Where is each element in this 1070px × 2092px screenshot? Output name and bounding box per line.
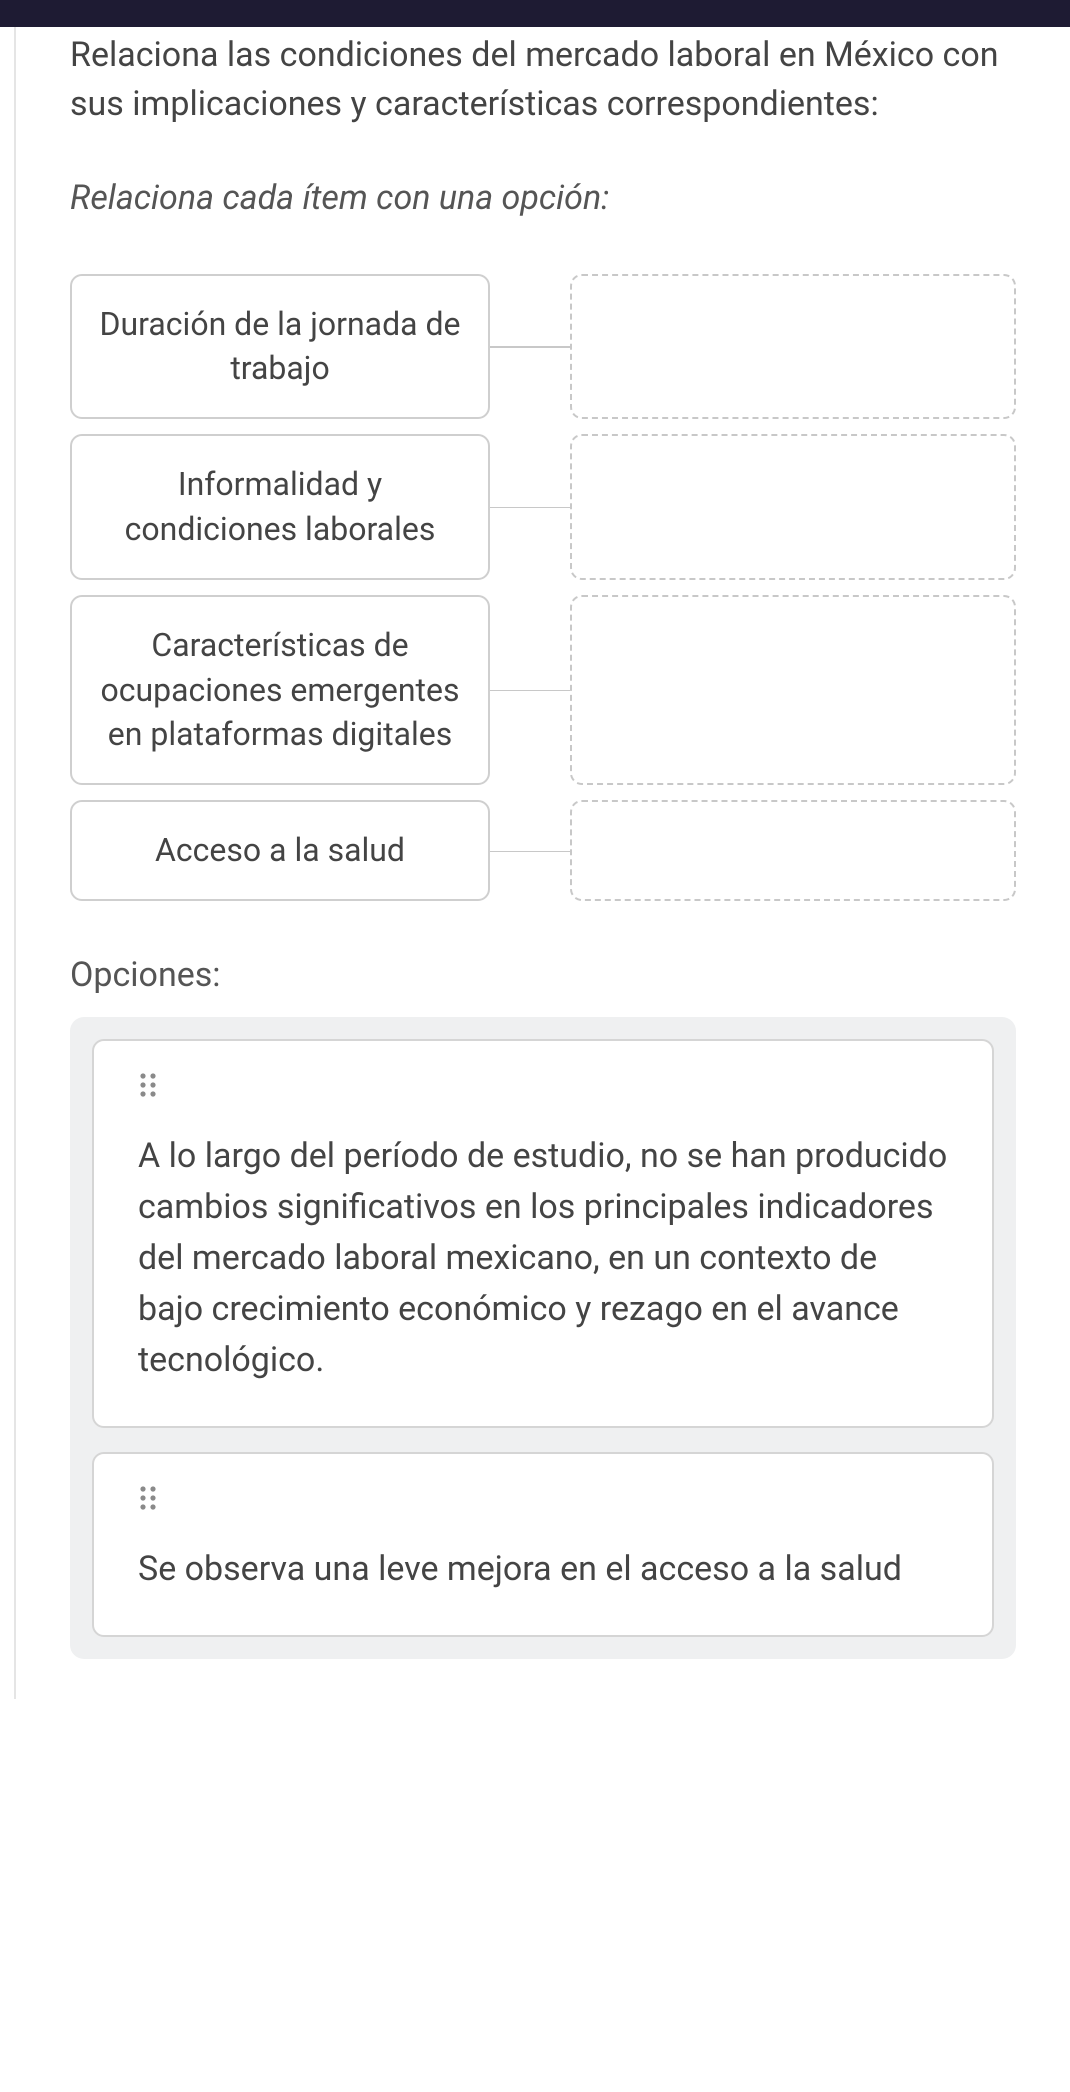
drag-handle-icon[interactable] <box>138 1484 158 1512</box>
match-connector <box>490 800 570 901</box>
drag-handle-icon[interactable] <box>138 1071 158 1099</box>
match-item[interactable]: Acceso a la salud <box>70 800 490 901</box>
question-prompt: Relaciona las condiciones del mercado la… <box>70 27 1016 130</box>
match-connector <box>490 595 570 785</box>
match-item[interactable]: Características de ocupaciones emergente… <box>70 595 490 785</box>
match-row: Informalidad y condiciones laborales <box>70 434 1016 580</box>
option-text: A lo largo del período de estudio, no se… <box>138 1131 948 1386</box>
match-item[interactable]: Informalidad y condiciones laborales <box>70 434 490 580</box>
question-instruction: Relaciona cada ítem con una opción: <box>70 178 1016 218</box>
match-row: Duración de la jornada de trabajo <box>70 274 1016 420</box>
match-dropzone[interactable] <box>570 595 1016 785</box>
match-dropzone[interactable] <box>570 434 1016 580</box>
match-dropzone[interactable] <box>570 274 1016 420</box>
match-dropzone[interactable] <box>570 800 1016 901</box>
match-item[interactable]: Duración de la jornada de trabajo <box>70 274 490 420</box>
options-heading: Opciones: <box>70 955 1016 995</box>
question-content: Relaciona las condiciones del mercado la… <box>14 27 1070 1699</box>
option-card[interactable]: A lo largo del período de estudio, no se… <box>92 1039 994 1428</box>
options-panel: A lo largo del período de estudio, no se… <box>70 1017 1016 1659</box>
match-row: Acceso a la salud <box>70 800 1016 901</box>
top-bar <box>0 0 1070 27</box>
match-row: Características de ocupaciones emergente… <box>70 595 1016 785</box>
option-card[interactable]: Se observa una leve mejora en el acceso … <box>92 1452 994 1637</box>
option-text: Se observa una leve mejora en el acceso … <box>138 1544 948 1595</box>
match-connector <box>490 434 570 580</box>
match-connector <box>490 274 570 420</box>
